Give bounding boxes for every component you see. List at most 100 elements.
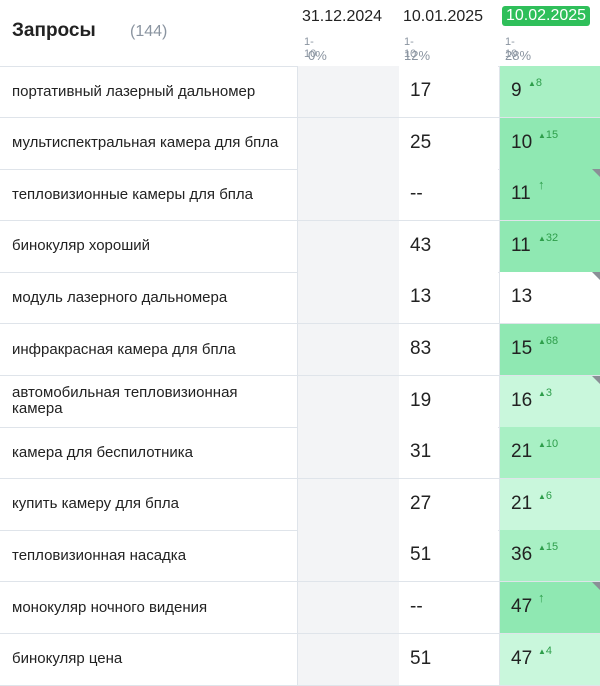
query-text[interactable]: портативный лазерный дальномер — [12, 82, 256, 100]
up-triangle-icon: ▲ — [538, 337, 546, 346]
up-triangle-icon: ▲ — [528, 79, 536, 88]
position-cell-current: 15 ▲68 — [499, 324, 600, 375]
position-value: 83 — [410, 338, 432, 359]
position-value: -- — [410, 596, 423, 617]
query-text[interactable]: камера для беспилотника — [12, 443, 194, 461]
table-row[interactable]: модуль лазерного дальномера 13 13 — [0, 272, 600, 325]
position-value: -- — [410, 183, 423, 205]
position-value: 19 — [410, 389, 432, 411]
position-cell-current: 21 ▲6 — [499, 478, 600, 530]
position-cell-empty — [297, 530, 400, 582]
range-label: 1-10 — [304, 36, 317, 60]
table-row[interactable]: бинокуляр хороший 43 11 ▲32 — [0, 220, 600, 273]
percent-label: 0% — [308, 48, 327, 63]
table-row[interactable]: купить камеру для бпла 27 21 ▲6 — [0, 478, 600, 531]
up-triangle-icon: ▲ — [538, 543, 546, 553]
date-label-selected: 10.02.2025 — [502, 6, 591, 26]
position-cell: 25 — [399, 117, 498, 169]
position-value: 17 — [410, 80, 432, 101]
queries-count: (144) — [130, 23, 168, 40]
query-text[interactable]: автомобильная тепловизионная камера — [12, 384, 238, 418]
up-triangle-icon: ▲ — [538, 491, 546, 501]
table-row[interactable]: инфракрасная камера для бпла 83 15 ▲68 — [0, 324, 600, 376]
query-text[interactable]: модуль лазерного дальномера — [12, 288, 228, 306]
position-cell: 43 — [399, 220, 498, 272]
position-value: 13 — [511, 286, 533, 308]
position-value: 21 — [511, 492, 533, 514]
position-value: 21 — [511, 441, 533, 463]
percent-label: 12% — [404, 48, 431, 63]
position-cell: 17 — [399, 66, 498, 117]
delta-badge: ▲10 — [538, 438, 558, 450]
delta-value: ↑ — [538, 590, 545, 605]
delta-badge: ↑ — [538, 590, 545, 605]
delta-value: 32 — [545, 231, 559, 244]
position-value: 36 — [511, 544, 533, 566]
position-cell-empty — [297, 66, 400, 117]
position-cell-empty — [297, 169, 400, 221]
position-cell-current: 10 ▲15 — [499, 117, 600, 169]
delta-badge: ▲15 — [538, 129, 558, 141]
position-value: 16 — [511, 389, 533, 411]
table-row[interactable]: тепловизионные камеры для бпла -- 11 ↑ — [0, 169, 600, 222]
table-row[interactable]: мультиспектральная камера для бпла 25 10 ▲1… — [0, 117, 600, 170]
delta-value: ↑ — [538, 177, 545, 193]
date-label: 10.01.2025 — [403, 8, 484, 25]
delta-badge: ▲4 — [538, 645, 552, 657]
position-cell-empty — [297, 272, 400, 324]
position-cell-current: 16 ▲3 — [499, 375, 600, 427]
position-cell: -- — [399, 582, 498, 633]
position-cell-current: 36 ▲15 — [499, 530, 600, 582]
note-corner-icon[interactable] — [592, 169, 600, 179]
delta-value: 6 — [545, 489, 553, 502]
position-value: 47 — [511, 596, 533, 617]
table-row[interactable]: портативный лазерный дальномер 17 9 ▲8 — [0, 66, 600, 118]
position-value: 25 — [410, 131, 432, 153]
position-cell: 19 — [399, 375, 498, 427]
position-value: 43 — [410, 234, 432, 256]
table-row[interactable]: камера для беспилотника 31 21 ▲10 — [0, 427, 600, 480]
position-cell: 31 — [399, 427, 498, 479]
range-label: 1-10 — [505, 36, 518, 60]
query-text[interactable]: мультиспектральная камера для бпла — [12, 134, 279, 152]
position-value: 15 — [511, 338, 533, 359]
date-label: 31.12.2024 — [302, 8, 383, 25]
table-row[interactable]: автомобильная тепловизионная камера 19 16 ▲… — [0, 375, 600, 428]
query-text[interactable]: тепловизионные камеры для бпла — [12, 185, 254, 203]
note-corner-icon[interactable] — [592, 272, 600, 282]
delta-badge: ▲32 — [538, 232, 558, 244]
query-text[interactable]: купить камеру для бпла — [12, 495, 179, 513]
delta-value: 15 — [545, 128, 559, 141]
delta-badge: ↑ — [538, 177, 545, 192]
position-cell-empty — [297, 478, 400, 530]
note-corner-icon[interactable] — [592, 582, 600, 591]
position-cell-empty — [297, 633, 400, 685]
table-row[interactable]: монокуляр ночного видения -- 47 ↑ — [0, 582, 600, 634]
query-text[interactable]: монокуляр ночного видения — [12, 598, 208, 616]
queries-title[interactable]: Запросы — [12, 20, 96, 41]
delta-value: 68 — [545, 335, 559, 347]
delta-value: 10 — [545, 438, 559, 451]
position-cell-empty — [297, 220, 400, 272]
position-cell-empty — [297, 324, 400, 375]
position-value: 11 — [511, 234, 531, 256]
delta-badge: ▲15 — [538, 541, 558, 553]
position-value: 47 — [511, 647, 533, 669]
table-row[interactable]: бинокуляр цена 51 47 ▲4 — [0, 633, 600, 686]
table-row[interactable]: тепловизионная насадка 51 36 ▲15 — [0, 530, 600, 583]
position-cell-current: 13 — [499, 272, 600, 324]
query-text[interactable]: бинокуляр цена — [12, 650, 123, 668]
query-text[interactable]: бинокуляр хороший — [12, 237, 151, 255]
note-corner-icon[interactable] — [592, 375, 600, 385]
delta-badge: ▲3 — [538, 387, 552, 399]
query-text[interactable]: тепловизионная насадка — [12, 546, 187, 564]
delta-badge: ▲6 — [538, 490, 552, 502]
delta-badge: ▲68 — [538, 335, 558, 347]
position-value: 13 — [410, 286, 432, 308]
percent-label: 28% — [505, 48, 532, 63]
position-value: 51 — [410, 647, 432, 669]
position-value: 10 — [511, 131, 533, 153]
delta-value: 4 — [545, 644, 553, 657]
query-text[interactable]: инфракрасная камера для бпла — [12, 340, 236, 358]
